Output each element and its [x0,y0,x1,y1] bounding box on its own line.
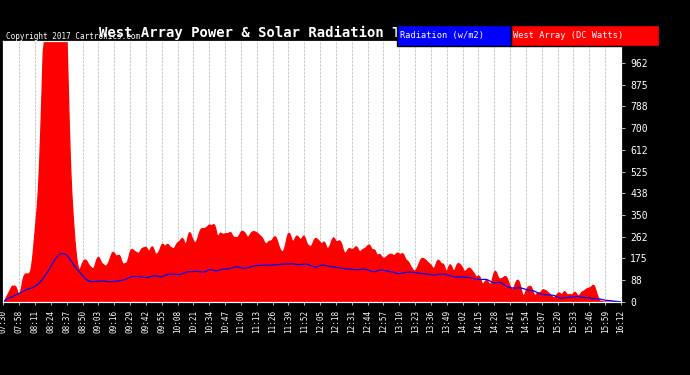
Text: Copyright 2017 Cartronics.com: Copyright 2017 Cartronics.com [6,32,139,41]
Title: West Array Power & Solar Radiation Thu Dec 28 16:19: West Array Power & Solar Radiation Thu D… [99,26,526,40]
Text: West Array (DC Watts): West Array (DC Watts) [513,31,624,40]
Text: Radiation (w/m2): Radiation (w/m2) [400,31,484,40]
